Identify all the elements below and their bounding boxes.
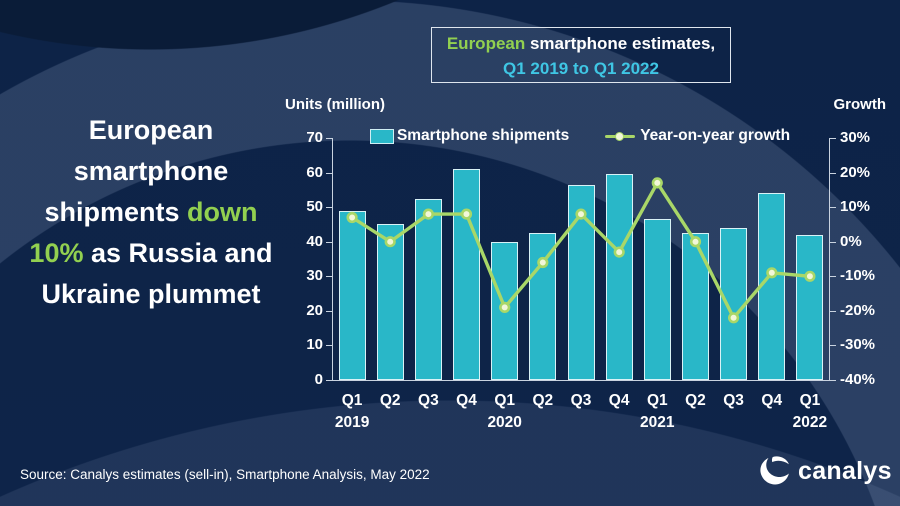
source-note: Source: Canalys estimates (sell-in), Sma… <box>20 467 430 482</box>
chart-title-line2: Q1 2019 to Q1 2022 <box>503 59 659 78</box>
chart-legend: Smartphone shipments Year-on-year growth <box>332 127 828 145</box>
growth-point-q4-2020 <box>613 246 625 258</box>
y-tick-right--30: -30% <box>840 336 876 354</box>
bar-q1-2022 <box>796 234 824 380</box>
growth-point-q1-2020 <box>499 301 511 313</box>
y-tickmark-right-0 <box>829 241 836 243</box>
y-tick-left-50: 50 <box>306 198 323 216</box>
y-tick-right--20: -20% <box>840 301 876 319</box>
growth-point-q2-2021 <box>689 236 702 248</box>
x-label-q3-2020: Q3 <box>570 392 592 409</box>
x-label-q1-2019: Q1 <box>341 392 363 409</box>
chart-title-segment-0: European <box>446 34 526 53</box>
growth-point-q1-2019 <box>346 211 358 224</box>
shipments-legend-label: Smartphone shipments <box>396 127 570 144</box>
y-tickmark-left-0 <box>326 380 333 381</box>
bar-q2-2019 <box>376 224 404 380</box>
growth-line-path <box>350 181 812 320</box>
growth-point-q2-2020 <box>537 256 549 269</box>
x-label-q2-2020: Q2 <box>532 392 554 409</box>
y-tickmark-left-30 <box>326 276 333 278</box>
y-tick-left-30: 30 <box>306 267 323 285</box>
growth-point-q3-2020 <box>575 208 587 220</box>
y-tickmark-right--10 <box>829 276 836 278</box>
y-tick-right-30: 30% <box>840 129 871 146</box>
x-label-q4-2021: Q4 <box>761 392 783 409</box>
x-label-q2-2021: Q2 <box>685 392 706 409</box>
growth-point-q3-2019 <box>422 208 434 220</box>
y-tick-left-60: 60 <box>306 163 323 181</box>
y-tickmark-right--30 <box>829 345 836 347</box>
x-label-q3-2019: Q3 <box>418 392 439 409</box>
legend-item-shipments: Smartphone shipments <box>369 127 570 145</box>
headline-segment-2: as Russia and Ukraine plummet <box>41 238 273 309</box>
growth-point-q4-2019 <box>460 208 473 220</box>
shipments-legend-swatch-icon <box>369 128 394 144</box>
x-label-q1-2022: Q1 <box>799 392 821 409</box>
bar-q4-2020 <box>605 174 633 380</box>
x-label-q1-2021: Q1 <box>646 392 668 409</box>
x-label-q4-2020: Q4 <box>608 392 630 409</box>
y-tickmark-left-50 <box>326 207 333 209</box>
y-tickmark-left-70 <box>326 138 333 139</box>
y-tick-left-70: 70 <box>306 129 323 146</box>
y-tickmark-left-20 <box>326 310 333 312</box>
bar-q3-2019 <box>414 198 442 380</box>
y-tick-right--40: -40% <box>840 371 876 388</box>
chart-title-box: European smartphone estimates, Q1 2019 t… <box>431 27 731 83</box>
plot-area: 0 10 20 30 40 50 60 70 -40% -30% -20% -10% 0% 10% 20% 3… <box>306 129 875 431</box>
chart-title-segment-1: smartphone estimates, <box>525 34 716 53</box>
y-tickmark-right--20 <box>829 310 836 312</box>
x-year-label-2019: 2019 <box>334 414 370 431</box>
y-tick-left-40: 40 <box>306 232 323 250</box>
headline: European smartphone shipments down 10% a… <box>14 110 288 315</box>
growth-line-chart <box>346 177 816 324</box>
y-tick-left-10: 10 <box>306 336 323 354</box>
y-tickmark-right--40 <box>829 380 836 381</box>
growth-legend-marker-icon <box>605 131 636 141</box>
right-axis-title: Growth <box>833 96 887 113</box>
y-tick-right--10: -10% <box>840 267 876 285</box>
x-label-q2-2019: Q2 <box>379 392 401 409</box>
y-tickmark-left-60 <box>326 172 333 174</box>
bar-q4-2019 <box>453 169 481 380</box>
bar-q3-2021 <box>720 227 748 380</box>
y-tick-right-20: 20% <box>840 163 871 181</box>
x-label-q1-2020: Q1 <box>494 392 516 409</box>
left-axis-title: Units (million) <box>285 96 385 113</box>
x-year-label-2020: 2020 <box>487 414 522 431</box>
y-tickmark-right-10 <box>829 207 836 209</box>
growth-point-q4-2021 <box>766 267 778 279</box>
legend-item-growth: Year-on-year growth <box>605 127 790 145</box>
bar-q1-2021 <box>643 219 671 380</box>
y-tick-right-0: 0% <box>840 232 862 250</box>
headline-segment-1: down 10% <box>29 197 258 268</box>
y-tick-right-10: 10% <box>840 198 871 216</box>
y-tickmark-right-20 <box>829 172 836 174</box>
chart-title-line1: European smartphone estimates, <box>432 31 730 56</box>
growth-point-q1-2021 <box>651 177 663 189</box>
canalys-logo-icon <box>760 456 789 485</box>
x-year-label-2021: 2021 <box>640 414 675 431</box>
x-year-label-2022: 2022 <box>792 414 828 431</box>
growth-point-q1-2022 <box>804 270 816 282</box>
x-label-q3-2021: Q3 <box>723 392 744 409</box>
y-tickmark-left-10 <box>326 345 333 347</box>
growth-point-q2-2019 <box>384 236 396 248</box>
y-tickmark-left-40 <box>326 241 333 243</box>
bar-q1-2019 <box>338 210 366 380</box>
growth-legend-label: Year-on-year growth <box>640 127 791 144</box>
canalys-logo-text: canalys <box>798 457 892 485</box>
y-tickmark-right-30 <box>829 138 836 139</box>
canalys-logo: canalys <box>757 454 892 488</box>
headline-segment-0: European smartphone shipments <box>44 115 229 227</box>
y-tick-left-0: 0 <box>314 371 323 388</box>
y-tick-left-20: 20 <box>306 301 323 319</box>
x-label-q4-2019: Q4 <box>456 392 477 409</box>
growth-point-q3-2021 <box>728 312 740 324</box>
